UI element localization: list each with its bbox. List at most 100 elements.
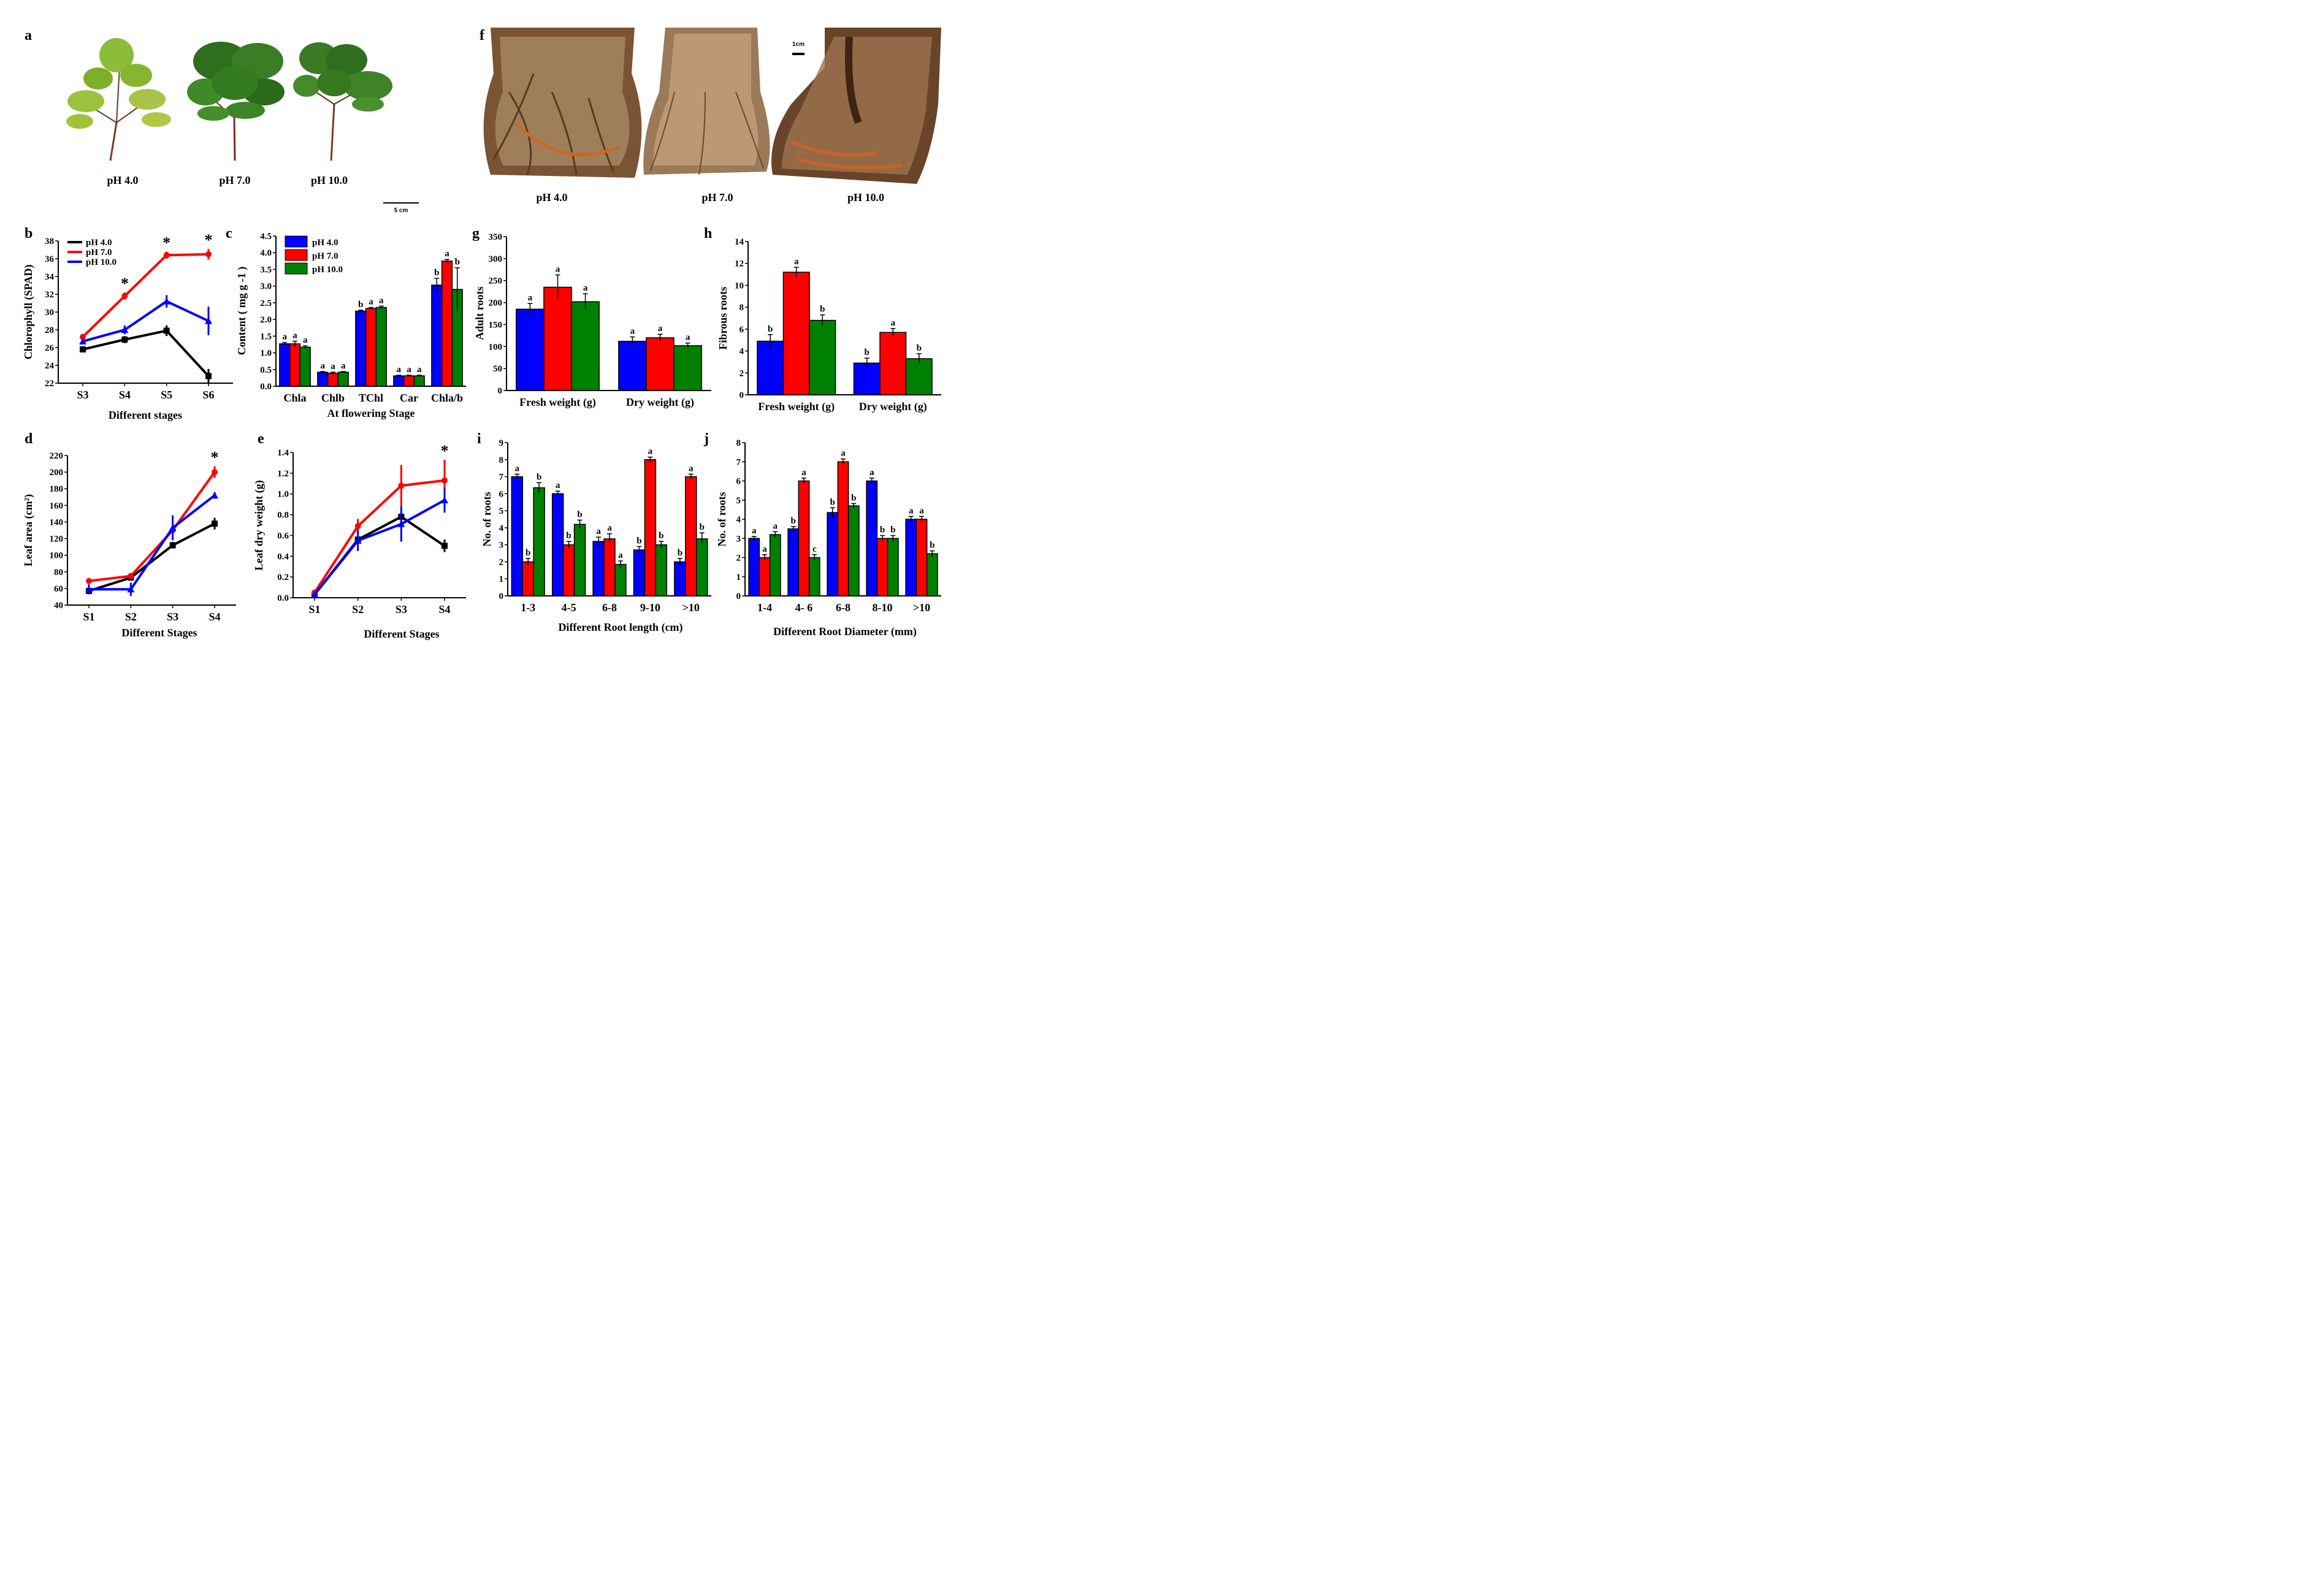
panel-label-d: d: [25, 431, 33, 447]
data-point: [163, 252, 170, 259]
bar: [915, 519, 928, 597]
y-tick-label: 4.0: [260, 248, 272, 258]
panel-label-f: f: [480, 28, 485, 44]
y-tick-label: 0.0: [277, 593, 289, 603]
y-tick-label: 22: [45, 379, 54, 389]
significance-letter: a: [648, 447, 653, 457]
data-point: [127, 585, 135, 593]
bar: [809, 319, 836, 395]
bar: [847, 505, 860, 597]
y-tick-label: 4: [736, 515, 741, 525]
caption-f-ph10: pH 10.0: [847, 191, 884, 204]
panel-label-b: b: [25, 226, 32, 242]
legend-label: pH 4.0: [86, 238, 112, 248]
bar: [646, 337, 675, 391]
bar: [431, 284, 443, 387]
significance-letter: a: [397, 365, 402, 375]
significance-letter: a: [794, 257, 799, 267]
data-point: [354, 523, 361, 530]
caption-f-ph7: pH 7.0: [701, 191, 733, 204]
y-tick-label: 0.4: [277, 552, 289, 562]
significance-letter: a: [331, 362, 335, 372]
y-tick-label: 4: [740, 347, 744, 357]
y-tick-label: 24: [45, 361, 55, 371]
data-point: [441, 477, 448, 484]
y-tick-label: 5: [499, 506, 504, 516]
x-axis-label: Different Root Diameter (mm): [773, 625, 917, 638]
bar: [757, 340, 784, 395]
significance-letter: b: [791, 516, 796, 526]
data-point: [121, 336, 128, 343]
y-tick-label: 8: [499, 455, 504, 465]
significance-letter: b: [636, 536, 641, 546]
y-tick-label: 1: [499, 574, 504, 584]
y-tick-label: 2: [499, 557, 504, 567]
significance-letter: a: [752, 526, 757, 536]
y-axis-label: Leaf area (cm²): [22, 494, 35, 566]
bar: [633, 549, 646, 597]
significance-letter: a: [773, 521, 778, 531]
legend-label: pH 10.0: [312, 265, 343, 275]
y-tick-label: 200: [489, 299, 503, 308]
significance-letter: a: [909, 506, 914, 516]
data-point: [79, 337, 86, 345]
x-tick-label: S1: [83, 611, 94, 623]
x-tick-label: S5: [161, 389, 172, 401]
data-point: [205, 317, 212, 324]
bar: [748, 538, 760, 597]
bar: [905, 358, 933, 395]
caption-a-ph4: pH 4.0: [107, 174, 138, 186]
y-tick-label: 300: [489, 254, 503, 264]
significance-letter: a: [369, 297, 373, 307]
y-tick-label: 0.5: [260, 365, 272, 375]
y-axis-label: Adult roots: [473, 286, 486, 340]
legend-swatch: [285, 235, 308, 248]
panel-label-h: h: [704, 226, 712, 242]
leaf-photo-ph10: [293, 42, 392, 161]
y-tick-label: 32: [45, 290, 54, 300]
significance-letter: a: [379, 295, 384, 305]
y-tick-label: 40: [54, 601, 63, 611]
panel-label-j: j: [703, 431, 709, 447]
significance-letter: b: [455, 257, 460, 267]
series-line: [313, 479, 445, 593]
data-point: [163, 327, 170, 334]
bar: [522, 561, 534, 597]
x-tick-label: Car: [400, 392, 418, 404]
y-tick-label: 2.0: [260, 315, 272, 325]
y-tick-label: 0: [736, 592, 741, 601]
significance-letter: a: [417, 365, 422, 375]
legend-label: pH 7.0: [86, 248, 112, 257]
chart-d-leaf-area: d 40 60 80 100 120 140 160 180 200 220 Different St…: [22, 431, 236, 639]
bar: [887, 538, 899, 597]
significance-letter: a: [292, 331, 297, 341]
data-point: [85, 585, 93, 593]
y-tick-label: 180: [50, 484, 64, 494]
panel-a: a: [25, 28, 419, 214]
x-tick-label: Chla: [283, 392, 306, 404]
series-line: [313, 515, 446, 596]
significance-letter: b: [700, 522, 705, 532]
series-line: [313, 499, 445, 596]
y-tick-label: 26: [45, 343, 55, 353]
significance-letter: a: [515, 463, 520, 473]
data-point: [80, 334, 86, 340]
y-tick-label: 1.4: [277, 448, 289, 458]
bar: [573, 524, 586, 597]
panel-label-e: e: [258, 431, 264, 447]
significance-letter: b: [820, 305, 825, 314]
series-line: [88, 522, 215, 592]
y-tick-label: 4: [499, 524, 504, 533]
bar: [673, 345, 702, 391]
y-tick-label: 14: [735, 237, 744, 247]
y-tick-label: 0.6: [277, 531, 289, 541]
bar: [355, 310, 367, 387]
x-axis-label: Different stages: [109, 409, 182, 421]
x-tick-label: 6-8: [602, 601, 617, 614]
x-tick-label: S2: [125, 611, 137, 623]
y-tick-label: 200: [50, 468, 64, 478]
data-point: [128, 573, 134, 579]
x-tick-label: 1-4: [757, 601, 772, 614]
y-tick-label: 38: [45, 237, 54, 246]
y-tick-label: 350: [489, 232, 503, 242]
